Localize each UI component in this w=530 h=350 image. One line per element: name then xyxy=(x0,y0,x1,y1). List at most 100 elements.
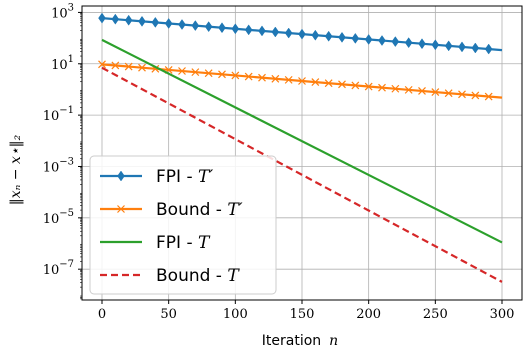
series-marker-diamond xyxy=(271,26,280,38)
legend-label-math: T xyxy=(198,233,211,253)
series-marker-diamond xyxy=(431,39,440,51)
series-marker-diamond xyxy=(338,31,346,43)
series-marker-x xyxy=(471,91,480,100)
legend-label-math: T xyxy=(227,266,240,286)
legend-entry-0: FPI - T′ xyxy=(100,167,213,187)
series-marker-diamond xyxy=(244,24,253,36)
legend-entry-3: Bound - T xyxy=(100,266,240,286)
legend-label: Bound - T xyxy=(156,266,240,286)
y-tick-label: 10−7 xyxy=(43,259,74,278)
series-marker-x xyxy=(204,69,213,78)
series-marker-x xyxy=(231,71,240,80)
series-marker-x xyxy=(431,88,440,97)
series-marker-x xyxy=(191,68,200,77)
legend-label-text: FPI - xyxy=(156,233,198,253)
x-tick-label: 50 xyxy=(160,307,177,322)
series-line xyxy=(101,66,503,283)
y-tick-label: 10−1 xyxy=(43,105,74,124)
x-tick-label: 300 xyxy=(490,307,515,322)
x-axis-label-text: Iteration xyxy=(262,333,321,349)
legend-entry-2: FPI - T xyxy=(100,233,211,253)
series-marker-x xyxy=(351,81,360,90)
series-marker-diamond xyxy=(117,170,125,182)
series-marker-diamond xyxy=(324,30,333,42)
x-tick-label: 0 xyxy=(98,307,106,322)
series-marker-x xyxy=(271,74,280,83)
legend-label-text: Bound - xyxy=(156,266,227,286)
series-marker-x xyxy=(404,85,413,94)
legend-label: Bound - T′ xyxy=(156,200,243,220)
y-tick-label: 10−5 xyxy=(43,208,74,227)
y-axis-label: ‖xₙ − x⋆‖₂ xyxy=(8,134,24,205)
legend-label: FPI - T′ xyxy=(156,167,213,187)
series-marker-diamond xyxy=(444,40,453,52)
series-layer xyxy=(98,12,503,283)
series-marker-diamond xyxy=(351,32,360,44)
x-tick-label: 100 xyxy=(223,307,248,322)
series-marker-diamond xyxy=(138,15,146,27)
x-axis: 0 50 100 150 200 250 300 xyxy=(98,300,515,322)
series-marker-diamond xyxy=(178,19,186,30)
legend-label-text: FPI - xyxy=(156,167,198,187)
series-marker-x xyxy=(378,83,386,92)
series-marker-x xyxy=(311,78,320,87)
x-tick-label: 250 xyxy=(423,307,448,322)
series-marker-x xyxy=(364,82,373,91)
legend-label-math: T′ xyxy=(198,167,213,187)
series-marker-x xyxy=(444,89,453,98)
series-marker-diamond xyxy=(151,16,160,28)
series-marker-diamond xyxy=(111,13,120,25)
series-marker-x xyxy=(98,60,106,69)
series-marker-x xyxy=(117,205,125,213)
series-marker-x xyxy=(338,80,346,89)
series-marker-x xyxy=(418,87,426,95)
series-marker-x xyxy=(218,70,226,79)
series-marker-x xyxy=(124,62,133,71)
series-marker-diamond xyxy=(231,23,240,35)
x-axis-label-var: n xyxy=(329,333,338,349)
series-marker-x xyxy=(391,84,400,93)
series-marker-diamond xyxy=(204,21,213,33)
legend-label: FPI - T xyxy=(156,233,211,253)
y-tick-label: 101 xyxy=(51,54,74,73)
y-tick-label: 10−3 xyxy=(43,156,74,175)
series-marker-diamond xyxy=(471,42,480,54)
y-tick-label: 103 xyxy=(51,2,74,21)
series-marker-x xyxy=(178,67,186,75)
x-tick-label: 200 xyxy=(356,307,381,322)
series-0 xyxy=(98,12,503,55)
series-marker-diamond xyxy=(484,43,493,55)
series-marker-diamond xyxy=(458,41,466,53)
series-marker-x xyxy=(298,77,306,85)
series-marker-x xyxy=(138,63,146,72)
x-axis-label: Iteration n xyxy=(262,332,338,349)
series-marker-diamond xyxy=(298,28,306,40)
legend-box xyxy=(89,155,277,295)
series-marker-diamond xyxy=(378,35,386,46)
series-marker-x xyxy=(324,79,333,88)
series-3 xyxy=(101,66,503,283)
series-marker-x xyxy=(244,72,253,81)
legend-entry-1: Bound - T′ xyxy=(100,200,243,220)
series-2 xyxy=(101,38,503,244)
series-marker-diamond xyxy=(418,38,426,50)
series-marker-diamond xyxy=(284,27,293,39)
series-marker-diamond xyxy=(164,18,173,29)
series-marker-x xyxy=(284,75,293,84)
series-marker-diamond xyxy=(404,37,413,49)
series-marker-diamond xyxy=(98,12,106,24)
series-marker-x xyxy=(458,90,466,99)
series-marker-x xyxy=(258,73,266,82)
legend-label-math: T′ xyxy=(227,200,242,220)
series-marker-x xyxy=(111,61,120,70)
series-marker-diamond xyxy=(258,25,266,37)
series-marker-diamond xyxy=(218,22,226,34)
series-1 xyxy=(98,60,503,101)
series-marker-diamond xyxy=(364,34,373,45)
series-marker-diamond xyxy=(311,29,320,41)
series-marker-diamond xyxy=(124,14,133,26)
series-marker-diamond xyxy=(191,20,200,32)
series-marker-x xyxy=(484,92,493,101)
